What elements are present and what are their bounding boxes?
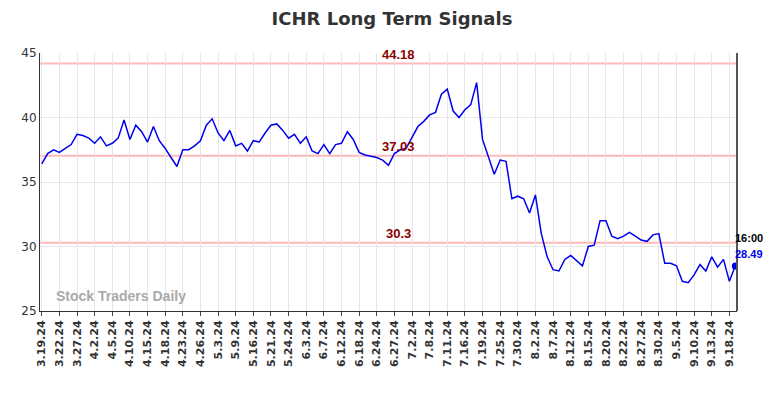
svg-text:4.2.24: 4.2.24	[88, 320, 101, 359]
svg-text:5.3.24: 5.3.24	[212, 320, 225, 359]
svg-text:9.13.24: 9.13.24	[705, 320, 718, 367]
svg-text:5.24.24: 5.24.24	[282, 320, 295, 367]
svg-text:9.10.24: 9.10.24	[688, 320, 701, 367]
svg-text:7.11.24: 7.11.24	[441, 320, 454, 367]
svg-text:7.19.24: 7.19.24	[476, 320, 489, 367]
svg-text:9.18.24: 9.18.24	[723, 320, 736, 367]
svg-text:3.19.24: 3.19.24	[35, 320, 48, 367]
svg-text:7.8.24: 7.8.24	[423, 320, 436, 359]
svg-text:45: 45	[21, 46, 36, 60]
svg-text:6.24.24: 6.24.24	[370, 320, 383, 367]
svg-text:30: 30	[21, 240, 36, 254]
svg-text:4.5.24: 4.5.24	[106, 320, 119, 359]
svg-text:3.27.24: 3.27.24	[71, 320, 84, 367]
svg-text:40: 40	[21, 111, 36, 125]
svg-text:6.7.24: 6.7.24	[317, 320, 330, 359]
svg-text:5.21.24: 5.21.24	[265, 320, 278, 367]
svg-text:3.22.24: 3.22.24	[53, 320, 66, 367]
svg-text:8.27.24: 8.27.24	[635, 320, 648, 367]
svg-text:8.7.24: 8.7.24	[547, 320, 560, 359]
svg-text:25: 25	[21, 304, 36, 318]
svg-text:9.5.24: 9.5.24	[670, 320, 683, 359]
svg-text:7.16.24: 7.16.24	[458, 320, 471, 367]
svg-text:7.30.24: 7.30.24	[511, 320, 524, 367]
svg-text:16:00: 16:00	[735, 232, 763, 244]
svg-text:5.9.24: 5.9.24	[229, 320, 242, 359]
svg-text:30.3: 30.3	[386, 226, 411, 241]
svg-text:8.20.24: 8.20.24	[600, 320, 613, 367]
svg-text:4.10.24: 4.10.24	[123, 320, 136, 367]
svg-text:4.18.24: 4.18.24	[159, 320, 172, 367]
svg-text:5.16.24: 5.16.24	[247, 320, 260, 367]
svg-text:Stock Traders Daily: Stock Traders Daily	[56, 288, 186, 304]
svg-text:7.25.24: 7.25.24	[494, 320, 507, 367]
svg-text:4.23.24: 4.23.24	[176, 320, 189, 367]
svg-text:37.03: 37.03	[382, 139, 415, 154]
svg-text:8.12.24: 8.12.24	[564, 320, 577, 367]
svg-text:7.2.24: 7.2.24	[406, 320, 419, 359]
svg-text:ICHR Long Term Signals: ICHR Long Term Signals	[272, 8, 513, 29]
svg-text:44.18: 44.18	[382, 47, 415, 62]
svg-text:8.22.24: 8.22.24	[617, 320, 630, 367]
svg-text:4.15.24: 4.15.24	[141, 320, 154, 367]
svg-text:8.2.24: 8.2.24	[529, 320, 542, 359]
svg-text:8.15.24: 8.15.24	[582, 320, 595, 367]
svg-text:6.12.24: 6.12.24	[335, 320, 348, 367]
svg-text:35: 35	[21, 175, 36, 189]
svg-text:6.3.24: 6.3.24	[300, 320, 313, 359]
svg-text:28.49: 28.49	[735, 248, 763, 260]
svg-text:4.26.24: 4.26.24	[194, 320, 207, 367]
svg-text:6.18.24: 6.18.24	[353, 320, 366, 367]
svg-text:6.27.24: 6.27.24	[388, 320, 401, 367]
svg-text:8.30.24: 8.30.24	[652, 320, 665, 367]
